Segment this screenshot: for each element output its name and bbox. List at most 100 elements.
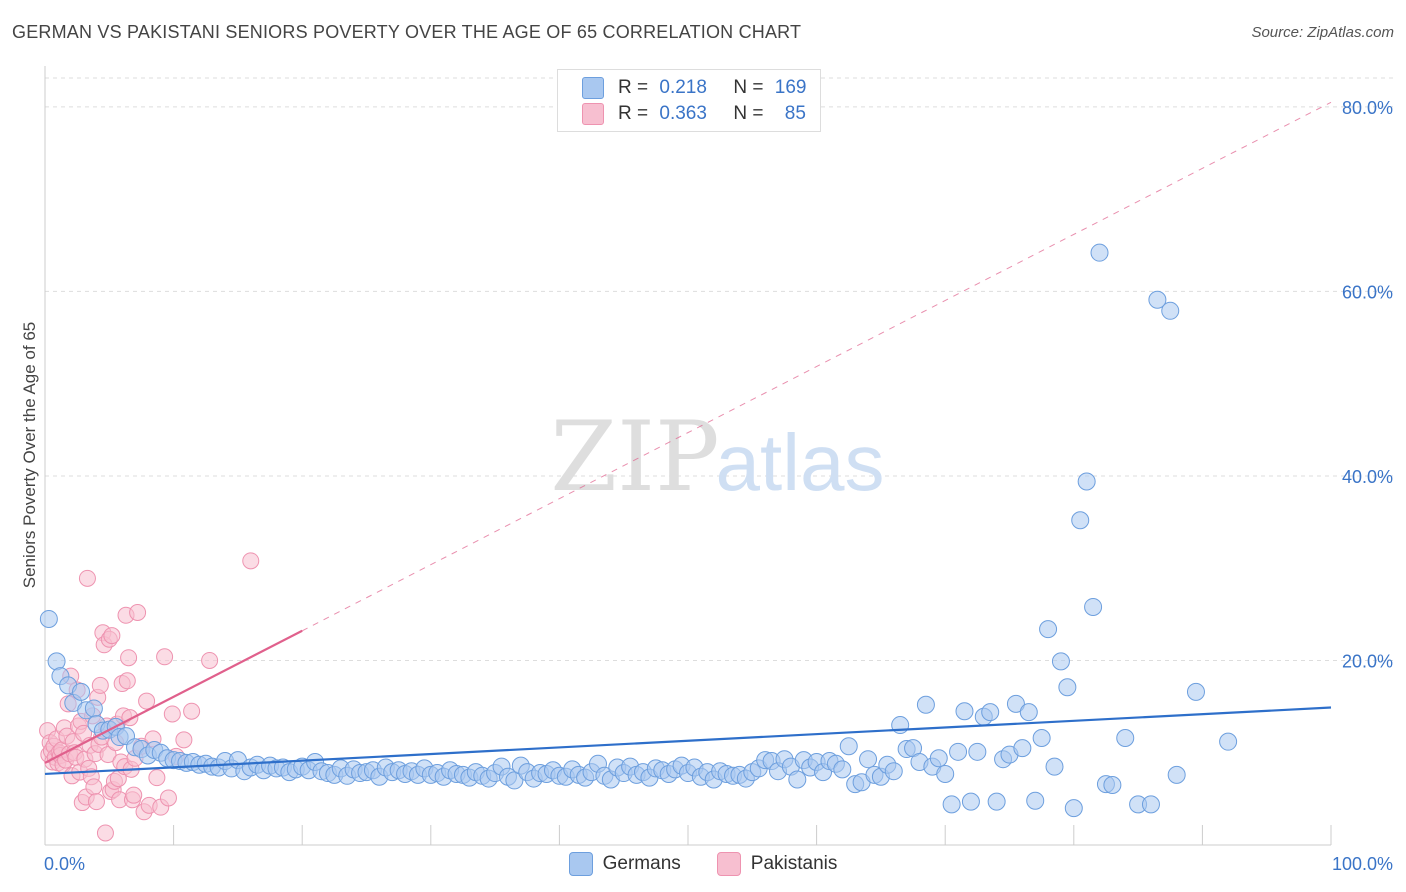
pakistanis-point: [159, 789, 177, 807]
pakistanis-swatch: [716, 852, 741, 876]
germans-point: [788, 770, 807, 789]
germans-point: [1019, 703, 1038, 722]
germans-point: [1051, 652, 1070, 671]
trend-lines: [44, 101, 1332, 776]
pakistanis-point: [91, 676, 109, 694]
germans-point: [39, 609, 58, 628]
legend-label: Germans: [602, 853, 681, 874]
germans-point: [968, 742, 987, 761]
pakistanis-point: [129, 604, 147, 621]
germans-point: [1071, 511, 1090, 530]
x-tick-label: 0.0%: [44, 854, 85, 874]
germans-point: [1084, 597, 1103, 616]
pakistanis-point: [183, 702, 201, 720]
r-label: R =: [618, 103, 649, 124]
germans-point: [1090, 243, 1109, 262]
legend-row-pakistanis: R = 0.363 N = 85: [582, 102, 806, 126]
pakistanis-point: [242, 552, 260, 570]
pakistanis-trend-line: [44, 629, 303, 764]
germans-point: [981, 703, 1000, 722]
germans-point: [1077, 472, 1096, 491]
legend-label: Pakistanis: [750, 853, 838, 874]
germans-point: [1186, 682, 1205, 701]
pakistanis-point: [201, 651, 219, 669]
germans-point: [47, 652, 66, 671]
germans-point: [72, 682, 91, 701]
pakistanis-point: [125, 786, 143, 804]
germans-point: [1013, 739, 1032, 758]
germans-point: [1006, 694, 1025, 713]
germans-point: [1039, 620, 1058, 639]
y-tick-label: 20.0%: [1342, 651, 1393, 671]
axes: [44, 66, 1332, 846]
pakistanis-point: [156, 648, 174, 666]
pakistanis-point: [103, 627, 121, 645]
gridlines: [45, 77, 1395, 661]
germans-point: [84, 699, 103, 718]
pakistanis-trend-extension: [301, 101, 1332, 632]
legend-row-germans: R = 0.218 N = 169: [582, 76, 806, 100]
r-label: R =: [618, 77, 649, 98]
source-credit: Source: ZipAtlas.com: [1251, 24, 1394, 41]
germans-point: [1103, 776, 1122, 795]
n-value: 85: [784, 103, 806, 124]
germans-point: [929, 749, 948, 768]
n-label: N =: [733, 77, 764, 98]
pakistanis-swatch: [582, 103, 604, 125]
r-value: 0.218: [659, 77, 707, 98]
pakistanis-point: [148, 769, 166, 787]
pakistanis-point: [78, 569, 96, 587]
pakistanis-point: [99, 746, 117, 764]
y-tick-label: 60.0%: [1342, 282, 1393, 302]
germans-point: [949, 742, 968, 761]
germans-point: [1064, 799, 1083, 818]
pakistanis-point: [175, 731, 193, 749]
germans-point: [1045, 757, 1064, 776]
series-legend: Germans Pakistanis: [0, 852, 1406, 876]
pakistanis-point: [96, 824, 114, 842]
germans-point: [884, 762, 903, 781]
germans-point: [1116, 728, 1135, 747]
germans-point: [1219, 732, 1238, 751]
germans-trend-line: [44, 706, 1332, 776]
germans-points: [39, 243, 1238, 818]
germans-point: [987, 792, 1006, 811]
y-tick-label: 80.0%: [1342, 98, 1393, 118]
chart-title: GERMAN VS PAKISTANI SENIORS POVERTY OVER…: [12, 22, 802, 42]
r-value: 0.363: [659, 103, 707, 124]
germans-swatch: [568, 852, 593, 876]
pakistanis-point: [85, 778, 103, 796]
germans-point: [936, 764, 955, 783]
germans-point: [1032, 728, 1051, 747]
germans-point: [839, 737, 858, 756]
germans-point: [955, 702, 974, 721]
watermark-zip: ZIP: [550, 401, 719, 513]
germans-point: [859, 750, 878, 769]
x-tick-label: 100.0%: [1332, 854, 1393, 874]
pakistanis-point: [163, 705, 181, 723]
pakistanis-point: [87, 793, 105, 811]
pakistanis-point: [120, 649, 138, 667]
legend-item-pakistanis[interactable]: Pakistanis: [716, 852, 838, 876]
germans-point: [1026, 791, 1045, 810]
pakistanis-point: [138, 692, 156, 710]
germans-point: [961, 792, 980, 811]
n-label: N =: [733, 103, 764, 124]
germans-point: [1148, 290, 1167, 309]
correlation-legend: R = 0.218 N = 169 R = 0.363 N = 85: [557, 69, 821, 132]
watermark-atlas: atlas: [716, 418, 885, 507]
germans-point: [1161, 301, 1180, 320]
germans-swatch: [582, 77, 604, 99]
n-value: 169: [774, 77, 807, 98]
tick-labels: 20.0% 40.0% 60.0% 80.0% 0.0% 100.0%: [44, 98, 1393, 874]
germans-point: [942, 795, 961, 814]
germans-point: [916, 695, 935, 714]
legend-item-germans[interactable]: Germans: [568, 852, 681, 876]
germans-point: [1167, 765, 1186, 784]
y-tick-label: 40.0%: [1342, 467, 1393, 487]
germans-point: [833, 760, 852, 779]
germans-point: [1141, 795, 1160, 814]
pakistanis-point: [118, 672, 136, 690]
germans-point: [1058, 678, 1077, 697]
